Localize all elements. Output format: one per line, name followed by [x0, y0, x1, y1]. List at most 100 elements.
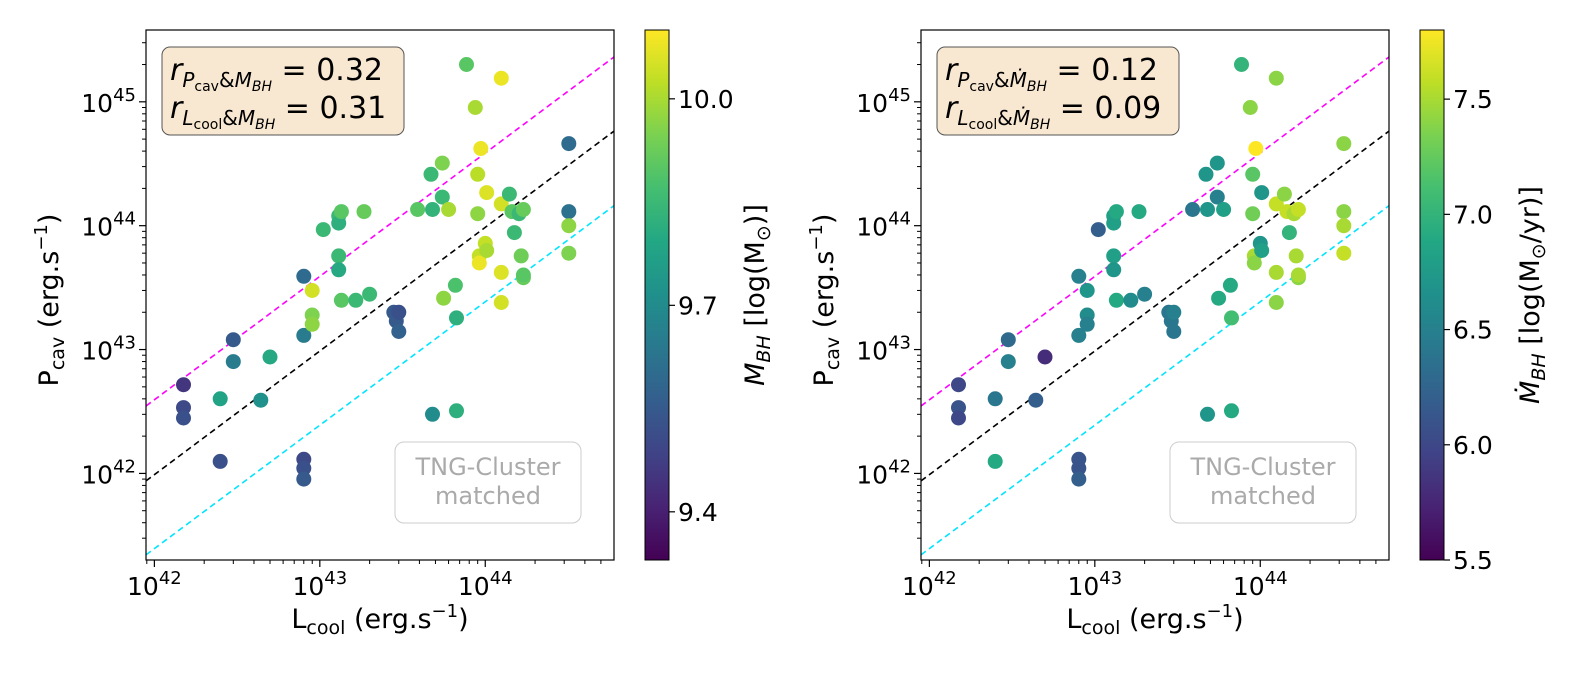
- data-point: [459, 57, 474, 72]
- data-point: [434, 155, 450, 171]
- colorbar-tick-label: 5.5: [1453, 546, 1493, 575]
- correlation-line-1: rPcav&MBH = 0.32: [170, 53, 383, 95]
- data-point: [304, 283, 320, 298]
- x-tick-label: 1042: [902, 568, 957, 601]
- data-point: [1108, 204, 1124, 220]
- y-tick-label: 1043: [856, 333, 911, 366]
- x-tick-label: 1044: [458, 568, 513, 601]
- data-point: [1222, 277, 1238, 293]
- data-point: [1248, 141, 1264, 156]
- data-point: [1123, 292, 1139, 308]
- data-point: [362, 286, 378, 302]
- data-point: [1166, 324, 1182, 339]
- watermark-text: matched: [1210, 482, 1316, 510]
- axes-frame: [145, 29, 615, 561]
- data-point: [561, 218, 577, 234]
- data-point: [987, 391, 1003, 407]
- colorbar-tick-label: 7.0: [1453, 200, 1493, 229]
- data-point: [561, 245, 577, 261]
- x-tick-label: 1044: [1233, 568, 1288, 601]
- panel-1: 1042 1043 1044 1042 1043 1044 1045 Lcool (erg.s…: [31, 29, 775, 639]
- colorbar-tick-label: 10.0: [678, 85, 734, 114]
- axes-frame: [920, 29, 1390, 561]
- colorbar-tick-label: 6.0: [1453, 431, 1493, 460]
- colorbar-label: ṀBH [log(M⊙/yr)]: [1514, 186, 1550, 404]
- data-point: [447, 277, 463, 293]
- data-point: [1281, 225, 1297, 241]
- data-point: [1336, 204, 1352, 220]
- data-point: [493, 264, 509, 280]
- data-point: [356, 204, 372, 220]
- data-point: [506, 225, 522, 241]
- data-point: [296, 327, 312, 343]
- data-point: [296, 471, 312, 487]
- data-point: [333, 292, 349, 308]
- data-point: [176, 377, 191, 393]
- data-point: [1268, 264, 1284, 280]
- data-point: [449, 310, 464, 326]
- x-axis-label: Lcool (erg.s−1): [1066, 601, 1243, 639]
- data-point: [1000, 354, 1016, 370]
- panel-2: 1042 1043 1044 1042 1043 1044 1045 Lcool (erg.s…: [806, 29, 1550, 639]
- data-point: [1106, 215, 1122, 231]
- data-point: [470, 206, 486, 222]
- data-point: [493, 70, 509, 86]
- x-tick-label: 1043: [292, 568, 347, 601]
- x-tick-label: 1043: [1067, 568, 1122, 601]
- data-point: [1106, 248, 1122, 264]
- data-point: [1290, 202, 1306, 217]
- colorbar-tick-label: 7.5: [1453, 85, 1493, 114]
- colorbar-tick-label: 9.7: [678, 291, 718, 320]
- data-point: [304, 316, 320, 332]
- data-point: [1246, 255, 1262, 271]
- data-point: [331, 248, 347, 264]
- data-point: [1276, 186, 1292, 202]
- y-tick-label: 1045: [81, 85, 136, 118]
- data-point: [951, 410, 966, 426]
- data-point: [410, 202, 426, 217]
- reference-line-1: [921, 56, 1389, 407]
- data-point: [1071, 451, 1087, 467]
- data-point: [1131, 204, 1147, 220]
- data-point: [1234, 57, 1249, 72]
- watermark-box: [394, 441, 582, 524]
- y-tick-label: 1044: [81, 209, 136, 242]
- colorbar-tick-label: 6.5: [1453, 316, 1493, 345]
- data-point: [1185, 202, 1201, 217]
- reference-line-2: [146, 130, 614, 482]
- correlation-line-1: rPcav&ṀBH = 0.12: [945, 53, 1158, 95]
- data-point: [331, 215, 347, 231]
- colorbar: [1419, 29, 1445, 561]
- correlation-line-2: rLcool&ṀBH = 0.09: [945, 91, 1161, 133]
- data-point: [1336, 218, 1352, 234]
- data-point: [434, 189, 450, 205]
- data-point: [1198, 166, 1214, 182]
- data-point: [333, 204, 349, 220]
- data-point: [951, 400, 966, 416]
- y-tick-label: 1045: [856, 85, 911, 118]
- data-point: [1336, 136, 1352, 152]
- data-point: [471, 255, 487, 271]
- colorbar-label: MBH [log(M⊙)]: [740, 204, 775, 386]
- data-point: [1090, 222, 1106, 238]
- y-tick-label: 1044: [856, 209, 911, 242]
- data-point: [1028, 392, 1044, 408]
- data-point: [515, 202, 531, 217]
- data-point: [425, 406, 440, 422]
- y-axis-label: Pcav (erg.s−1): [31, 214, 69, 387]
- x-axis-label: Lcool (erg.s−1): [291, 601, 468, 639]
- data-point: [425, 202, 440, 217]
- data-point: [1000, 332, 1016, 348]
- data-point: [212, 391, 228, 407]
- data-point: [951, 377, 966, 393]
- data-point: [1079, 316, 1095, 332]
- reference-line-2: [921, 130, 1389, 482]
- data-point: [1216, 202, 1232, 217]
- data-point: [296, 460, 312, 476]
- data-point: [315, 222, 331, 238]
- data-point: [1209, 189, 1225, 205]
- data-point: [441, 202, 457, 217]
- data-point: [449, 403, 464, 419]
- data-point: [1079, 283, 1095, 298]
- data-point: [1166, 304, 1182, 320]
